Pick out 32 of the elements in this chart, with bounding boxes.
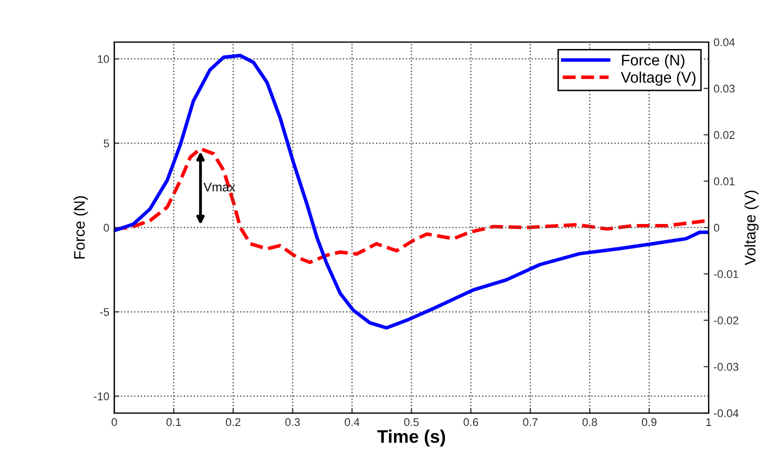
- y-tick-label: -5: [100, 308, 109, 316]
- x-tick-label: 0.7: [523, 418, 538, 426]
- x-tick-label: 0.9: [642, 418, 656, 426]
- x-tick-label: 0.3: [285, 418, 300, 426]
- y-tick-label: -10: [94, 392, 110, 400]
- line-series: [114, 54, 709, 330]
- y2-tick-label: -0.03: [714, 362, 738, 371]
- y-tick-label: 0: [104, 224, 110, 232]
- x-tick-label: 0.1: [166, 418, 181, 426]
- y2-tick-label: 0.04: [714, 38, 735, 46]
- y2-tick-label: 0.03: [714, 84, 735, 93]
- y2-tick-label: -0.02: [714, 316, 738, 324]
- x-tick-label: 0.8: [582, 418, 597, 426]
- y2-tick-label: 0: [714, 224, 720, 232]
- y-tick-label: 10: [98, 55, 110, 64]
- x-tick-label: 0.5: [404, 418, 419, 426]
- y2-axis-title: Voltage (V): [744, 190, 759, 266]
- y2-tick-label: 0.01: [714, 177, 735, 186]
- y-axis-title: Force (N): [74, 196, 88, 259]
- y2-tick-label: -0.04: [714, 409, 738, 418]
- y2-tick-label: -0.01: [714, 270, 738, 278]
- annotation: Vmax: [204, 182, 236, 192]
- y2-tick-label: 0.02: [714, 131, 735, 139]
- x-tick-label: 0.2: [226, 418, 240, 426]
- x-axis-title: Time (s): [377, 430, 446, 446]
- x-tick-label: 1: [706, 418, 712, 426]
- x-tick-label: 0: [112, 418, 117, 426]
- x-tick-label: 0.6: [464, 418, 478, 426]
- legend-label: Force (N): [622, 54, 684, 68]
- y-tick-label: 5: [104, 140, 109, 148]
- x-tick-label: 0.4: [344, 418, 360, 426]
- legend-label: Voltage (V): [620, 72, 696, 86]
